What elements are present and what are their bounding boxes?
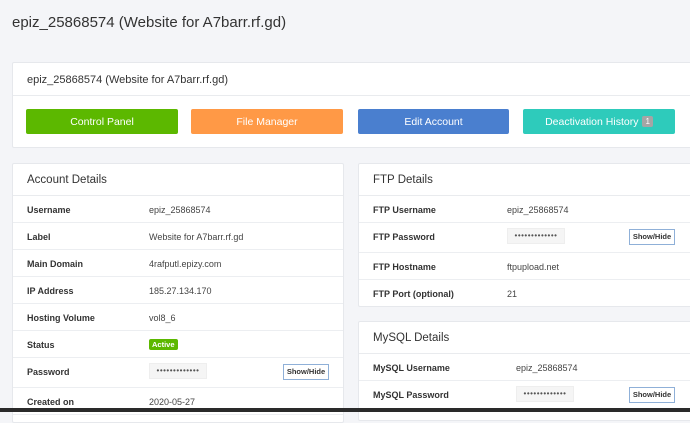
mysql-row-username: MySQL Username epiz_25868574: [359, 354, 690, 381]
button-label: Control Panel: [70, 115, 134, 128]
row-value: epiz_25868574: [507, 205, 569, 215]
button-label: Deactivation History: [545, 115, 639, 128]
row-label: Label: [27, 232, 51, 242]
password-field: •••••••••••••: [516, 386, 574, 402]
account-actions-card: epiz_25868574 (Website for A7barr.rf.gd)…: [12, 62, 690, 148]
password-field: •••••••••••••: [507, 228, 565, 244]
row-label: MySQL Password: [373, 390, 449, 400]
detail-row-username: Username epiz_25868574: [13, 196, 343, 223]
detail-row-label: Label Website for A7barr.rf.gd: [13, 223, 343, 250]
file-manager-button[interactable]: File Manager: [191, 109, 343, 134]
ftp-row-password: FTP Password ••••••••••••• Show/Hide: [359, 223, 690, 253]
row-label: IP Address: [27, 286, 74, 296]
deactivation-history-button[interactable]: Deactivation History 1: [523, 109, 675, 134]
row-label: FTP Username: [373, 205, 436, 215]
row-label: Main Domain: [27, 259, 84, 269]
detail-row-password: Password ••••••••••••• Show/Hide: [13, 358, 343, 388]
page-title: epiz_25868574 (Website for A7barr.rf.gd): [12, 14, 287, 31]
show-hide-button[interactable]: Show/Hide: [283, 364, 329, 380]
button-label: File Manager: [236, 115, 298, 128]
detail-row-domain: Main Domain 4rafputl.epizy.com: [13, 250, 343, 277]
show-hide-button[interactable]: Show/Hide: [629, 387, 675, 403]
card-title: FTP Details: [359, 164, 690, 196]
mysql-details-card: MySQL Details MySQL Username epiz_2586857…: [358, 321, 690, 421]
card-title: Account Details: [13, 164, 343, 196]
row-label: FTP Password: [373, 232, 435, 242]
row-label: Status: [27, 340, 55, 350]
status-badge: Active: [149, 339, 178, 350]
row-value: 185.27.134.170: [149, 286, 212, 296]
detail-row-status: Status Active: [13, 331, 343, 358]
row-value: 2020-05-27: [149, 397, 196, 407]
card-title: epiz_25868574 (Website for A7barr.rf.gd): [13, 63, 690, 96]
detail-row-ip: IP Address 185.27.134.170: [13, 277, 343, 304]
row-value: vol8_6: [149, 313, 176, 323]
ftp-row-hostname: FTP Hostname ftpupload.net: [359, 253, 690, 280]
edit-account-button[interactable]: Edit Account: [358, 109, 509, 134]
row-label: FTP Hostname: [373, 262, 436, 272]
row-value: 21: [507, 289, 518, 299]
row-value: Website for A7barr.rf.gd: [149, 232, 244, 242]
detail-row-volume: Hosting Volume vol8_6: [13, 304, 343, 331]
row-label: Hosting Volume: [27, 313, 95, 323]
row-label: FTP Port (optional): [373, 289, 454, 299]
button-label: Edit Account: [404, 115, 463, 128]
control-panel-button[interactable]: Control Panel: [26, 109, 178, 134]
card-title: MySQL Details: [359, 322, 690, 354]
show-hide-button[interactable]: Show/Hide: [629, 229, 675, 245]
row-value: 4rafputl.epizy.com: [149, 259, 222, 269]
account-details-card: Account Details Username epiz_25868574 La…: [12, 163, 344, 423]
row-value: epiz_25868574: [516, 363, 578, 373]
row-label: Created on: [27, 397, 75, 407]
ftp-details-card: FTP Details FTP Username epiz_25868574 FT…: [358, 163, 690, 307]
mysql-row-password: MySQL Password ••••••••••••• Show/Hide: [359, 381, 690, 411]
count-badge: 1: [642, 116, 653, 127]
ftp-row-username: FTP Username epiz_25868574: [359, 196, 690, 223]
taskbar: [0, 408, 690, 412]
row-label: Password: [27, 367, 70, 377]
ftp-row-port: FTP Port (optional) 21: [359, 280, 690, 307]
password-field: •••••••••••••: [149, 363, 207, 379]
row-label: Username: [27, 205, 71, 215]
row-label: MySQL Username: [373, 363, 450, 373]
row-value: epiz_25868574: [149, 205, 211, 215]
row-value: ftpupload.net: [507, 262, 560, 272]
